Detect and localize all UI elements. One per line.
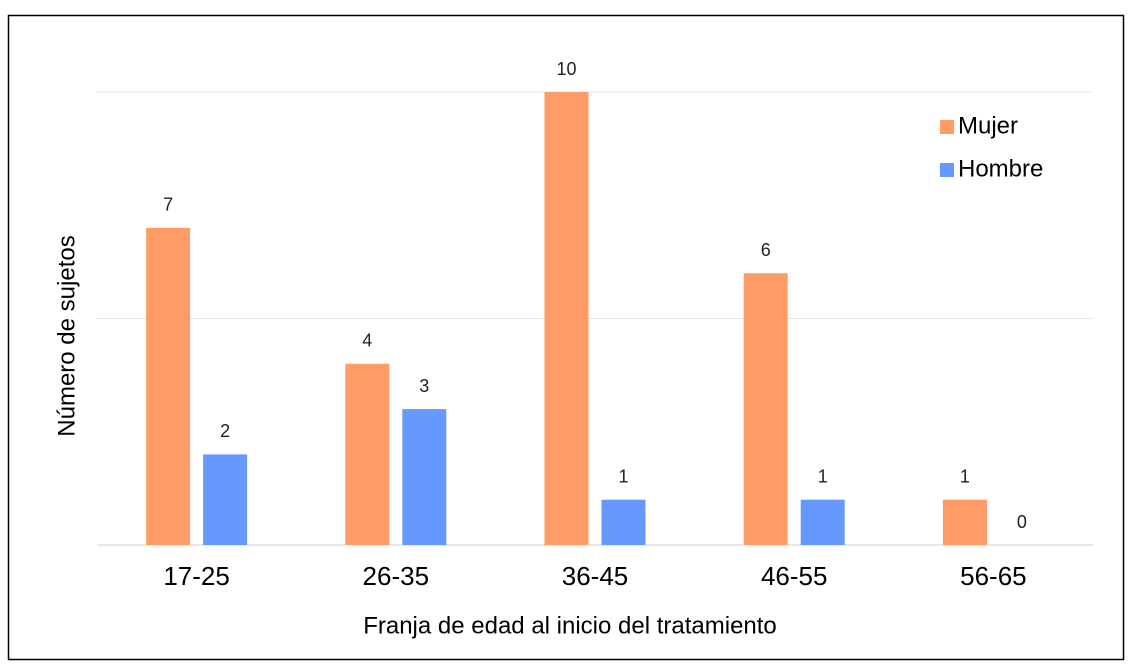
y-axis-title: Número de sujetos bbox=[53, 235, 80, 436]
value-label: 3 bbox=[419, 376, 429, 396]
bar bbox=[800, 499, 845, 545]
bar bbox=[402, 409, 447, 545]
value-label: 10 bbox=[556, 59, 576, 79]
legend-swatch bbox=[940, 120, 954, 134]
legend-label: Mujer bbox=[958, 112, 1018, 139]
bar bbox=[345, 363, 390, 545]
x-tick-label: 26-35 bbox=[363, 561, 430, 591]
value-label: 1 bbox=[960, 466, 970, 486]
bar bbox=[146, 227, 191, 545]
value-label: 1 bbox=[818, 466, 828, 486]
value-label: 7 bbox=[163, 195, 173, 215]
bar bbox=[601, 499, 646, 545]
bar bbox=[544, 92, 589, 545]
value-label: 1 bbox=[618, 466, 628, 486]
value-label: 4 bbox=[362, 331, 372, 351]
x-tick-label: 17-25 bbox=[163, 561, 230, 591]
x-tick-label: 56-65 bbox=[960, 561, 1027, 591]
bar bbox=[203, 454, 248, 545]
bar bbox=[942, 499, 987, 545]
legend-label: Hombre bbox=[958, 155, 1043, 182]
value-label: 0 bbox=[1017, 512, 1027, 532]
value-label: 2 bbox=[220, 421, 230, 441]
legend-swatch bbox=[940, 163, 954, 177]
x-tick-label: 36-45 bbox=[562, 561, 629, 591]
bar bbox=[743, 273, 788, 545]
x-axis-title: Franja de edad al inicio del tratamiento bbox=[363, 612, 777, 639]
x-tick-label: 46-55 bbox=[761, 561, 828, 591]
value-label: 6 bbox=[761, 240, 771, 260]
